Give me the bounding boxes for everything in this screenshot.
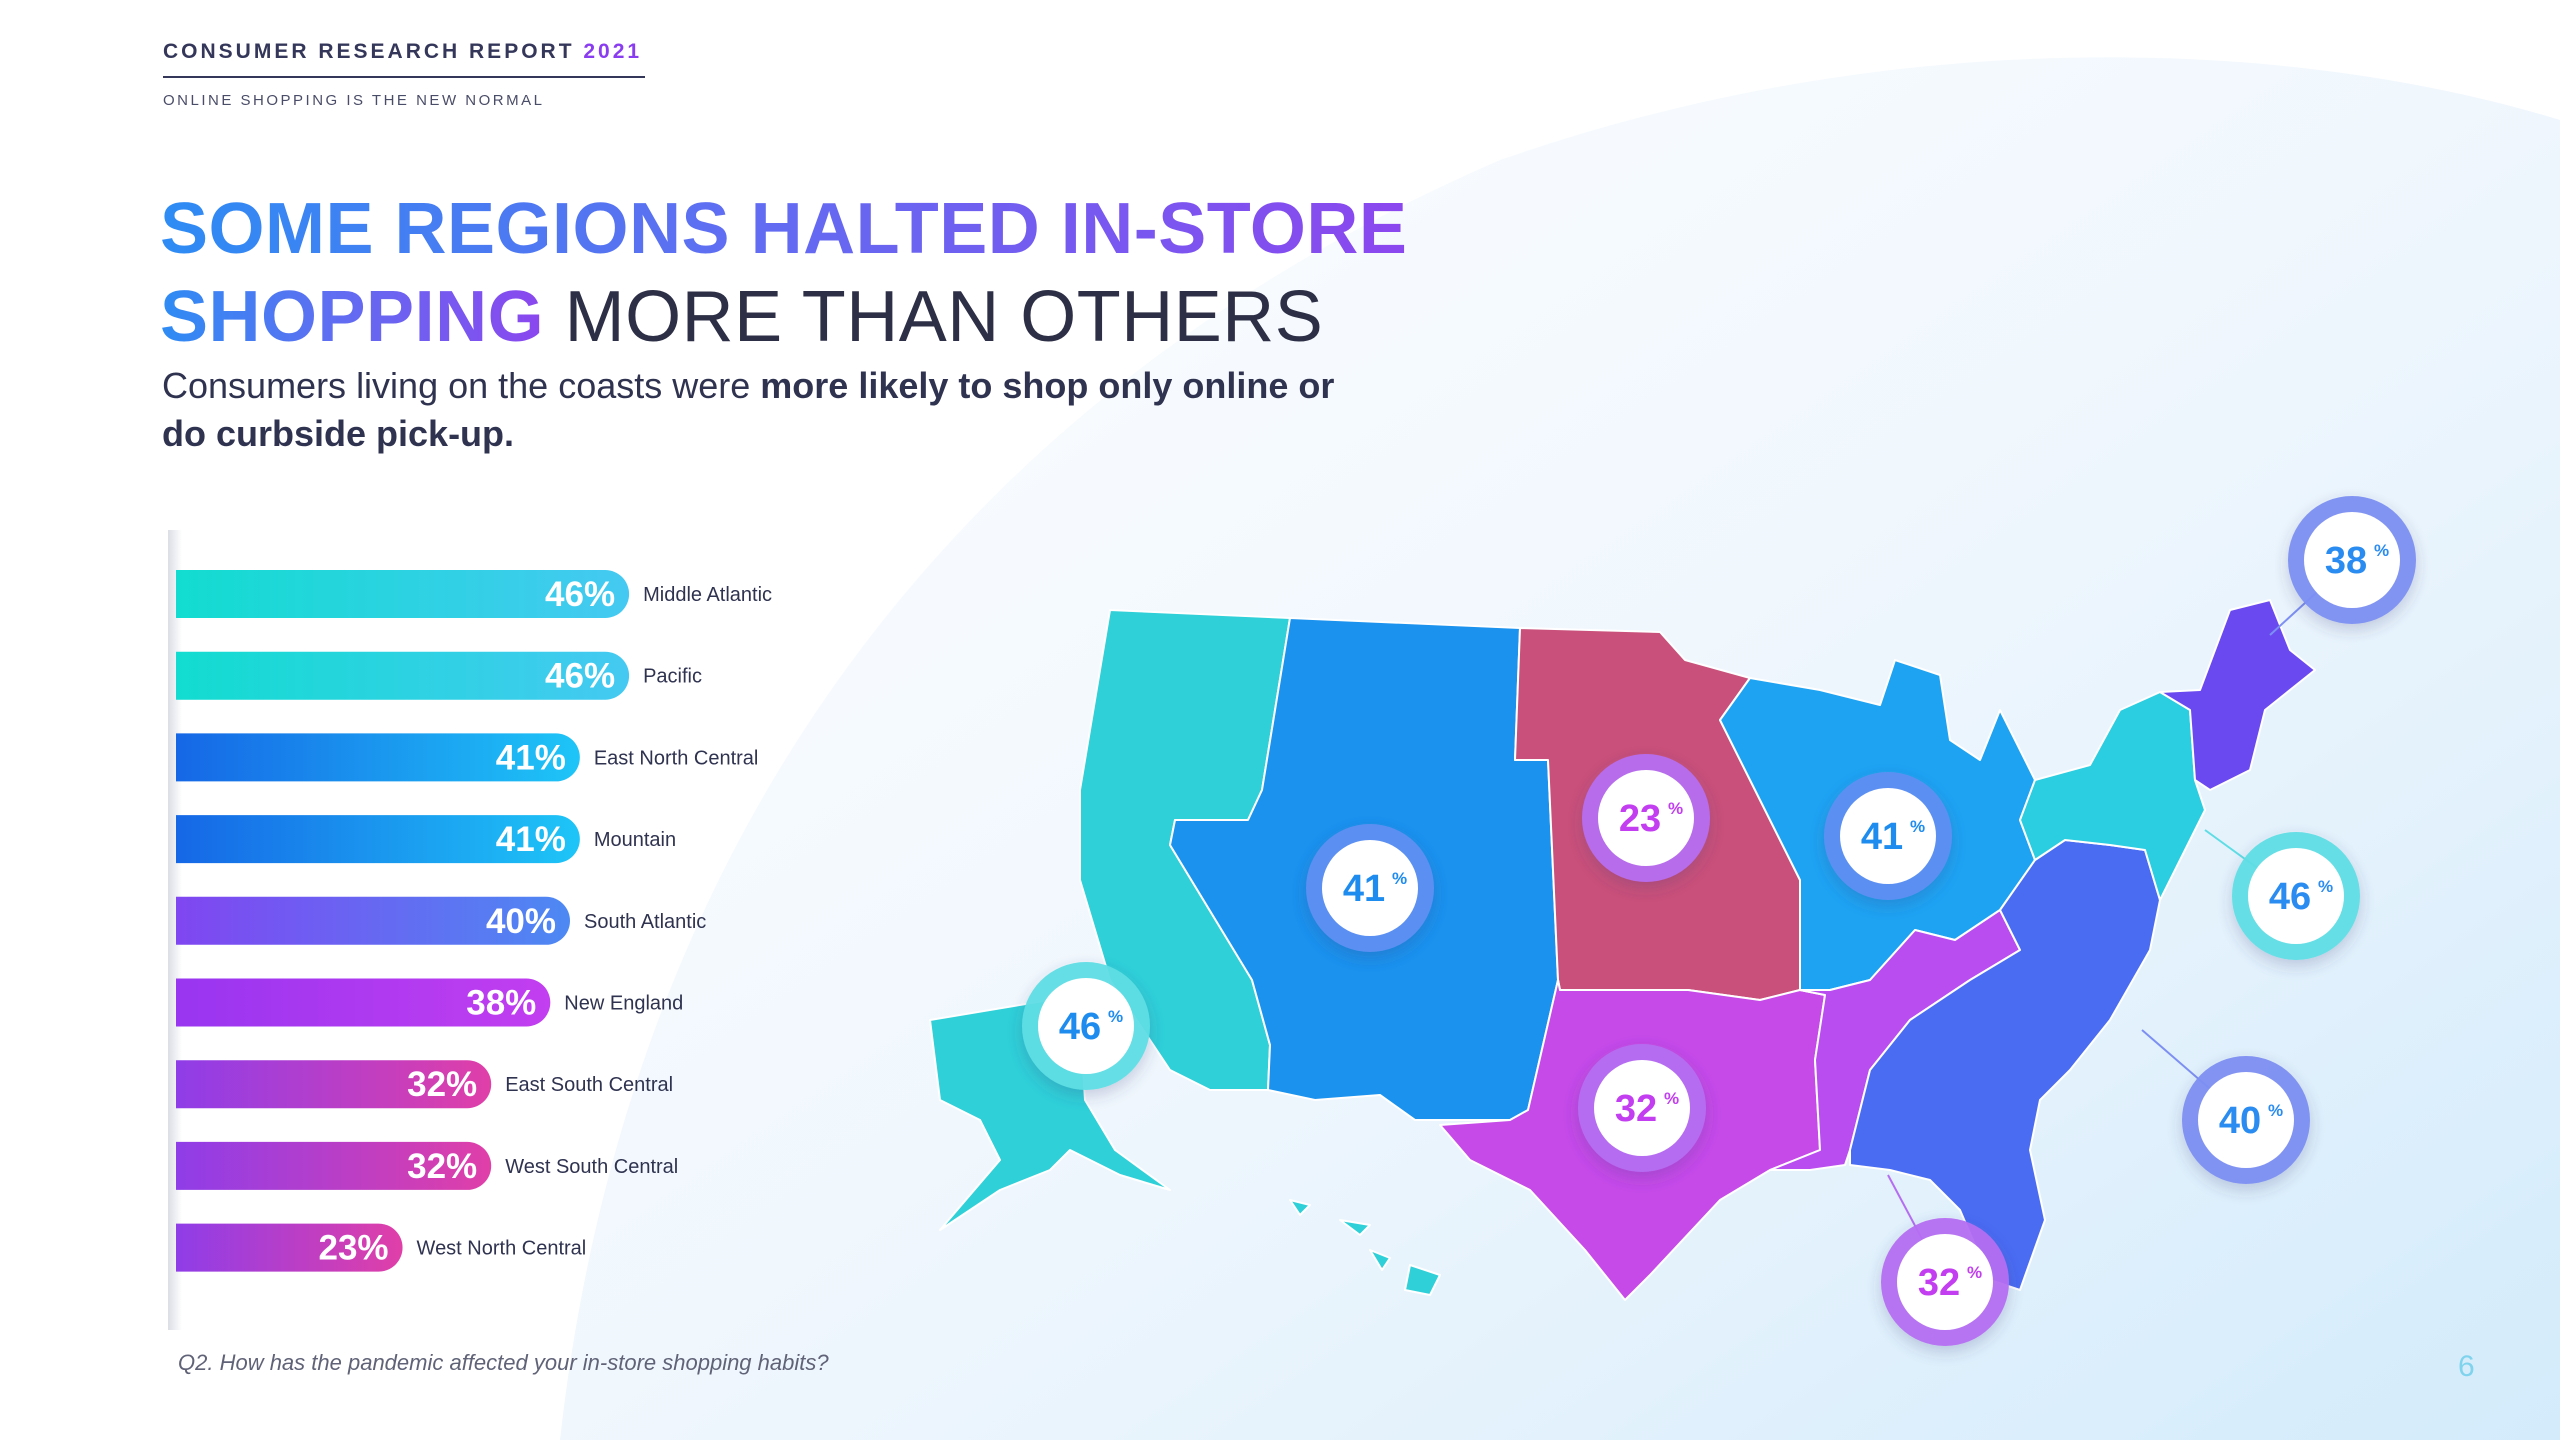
headline-line1: SOME REGIONS HALTED IN-STORE	[160, 189, 1408, 269]
bar-value-label: 46%	[545, 575, 615, 614]
callout-suffix: %	[1668, 799, 1683, 818]
callout-value-east-south-central: 32	[1918, 1262, 1960, 1304]
bar-value-label: 38%	[466, 984, 536, 1023]
callout-value-pacific: 46	[1059, 1006, 1101, 1048]
callout-value-middle-atlantic: 46	[2269, 876, 2311, 918]
bar-value-label: 32%	[407, 1147, 477, 1186]
bar-value-label: 46%	[545, 657, 615, 696]
us-regions-map: 38 % 46 % 40 % 32 % 32 % 23 % 41 % 41 % 46%	[929, 496, 2416, 1346]
callout-disc-mountain	[1322, 840, 1418, 936]
page-headline: SOME REGIONS HALTED IN-STORE SHOPPING MO…	[160, 185, 1407, 361]
callout-disc-south-atlantic	[2198, 1072, 2294, 1168]
callout-suffix: %	[1664, 1089, 1679, 1108]
bar-value-label: 23%	[318, 1229, 388, 1268]
callout-suffix: %	[1967, 1263, 1982, 1282]
bar-east-south-central	[176, 1060, 492, 1109]
bar-value-label: 32%	[407, 1065, 477, 1104]
bar-new-england	[176, 978, 551, 1027]
bar-west-south-central	[176, 1141, 492, 1190]
bar-west-north-central	[176, 1223, 403, 1272]
callout-value-new-england: 38	[2325, 540, 2367, 582]
survey-question-footnote: Q2. How has the pandemic affected your i…	[178, 1350, 829, 1375]
header-divider	[163, 76, 645, 78]
bar-middle-atlantic	[176, 570, 630, 618]
bar-category-label: South Atlantic	[584, 911, 706, 933]
bar-east-north-central	[176, 733, 580, 782]
bar-value-label: 40%	[486, 902, 556, 941]
report-title: CONSUMER RESEARCH REPORT 2021	[163, 40, 643, 63]
callout-value-mountain: 41	[1343, 868, 1385, 910]
callout-suffix: %	[2374, 541, 2389, 560]
callout-disc-west-north-central	[1598, 770, 1694, 866]
page-number: 6	[2458, 1350, 2475, 1383]
headline-line2-light: MORE THAN OTHERS	[564, 277, 1324, 357]
subtext-bold: more likely to shop only online or do cu…	[162, 365, 1335, 454]
callout-value-east-north-central: 41	[1861, 816, 1903, 858]
report-year: 2021	[583, 40, 643, 63]
callout-disc-east-south-central	[1897, 1234, 1993, 1330]
bar-category-label: West South Central	[505, 1156, 678, 1178]
bar-value-label: 41%	[496, 820, 566, 859]
bar-south-atlantic	[176, 896, 570, 945]
bar-category-label: Pacific	[643, 666, 702, 688]
report-header: CONSUMER RESEARCH REPORT 2021 ONLINE SHO…	[163, 40, 645, 109]
map-region-hawaii	[1289, 1199, 1441, 1296]
bar-category-label: East North Central	[594, 747, 759, 769]
callout-suffix: %	[2268, 1101, 2283, 1120]
callout-value-south-atlantic: 40	[2219, 1100, 2261, 1142]
map-region-middle-atlantic	[2019, 691, 2206, 901]
callout-suffix: %	[1392, 869, 1407, 888]
bar-category-label: West North Central	[417, 1238, 587, 1260]
bar-category-label: New England	[564, 993, 683, 1015]
bar-mountain	[176, 815, 580, 864]
callout-disc-east-north-central	[1840, 788, 1936, 884]
callout-disc-west-south-central	[1594, 1060, 1690, 1156]
callout-suffix: %	[1910, 817, 1925, 836]
page-subtext: Consumers living on the coasts were more…	[162, 362, 1362, 458]
callout-disc-middle-atlantic	[2248, 848, 2344, 944]
callout-suffix: %	[1108, 1007, 1123, 1026]
callout-value-west-north-central: 23	[1619, 798, 1661, 840]
report-subtitle: ONLINE SHOPPING IS THE NEW NORMAL	[163, 92, 545, 109]
callout-suffix: %	[2318, 877, 2333, 896]
map-region-new-england	[2159, 599, 2316, 791]
callout-value-west-south-central: 32	[1615, 1088, 1657, 1130]
bar-pacific	[176, 651, 630, 700]
headline-line2-bold: SHOPPING	[160, 277, 545, 357]
bar-category-label: Mountain	[594, 829, 676, 851]
subtext-normal: Consumers living on the coasts were	[162, 365, 751, 406]
bar-category-label: East South Central	[505, 1074, 673, 1096]
callout-disc-new-england	[2304, 512, 2400, 608]
bar-axis-shadow	[168, 530, 182, 1330]
callout-disc-pacific	[1038, 978, 1134, 1074]
bar-chart: 46% Middle Atlantic 46% Pacific 41% East Nort…	[168, 530, 772, 1330]
bar-value-label: 41%	[496, 738, 566, 777]
bar-category-label: Middle Atlantic	[643, 584, 772, 606]
